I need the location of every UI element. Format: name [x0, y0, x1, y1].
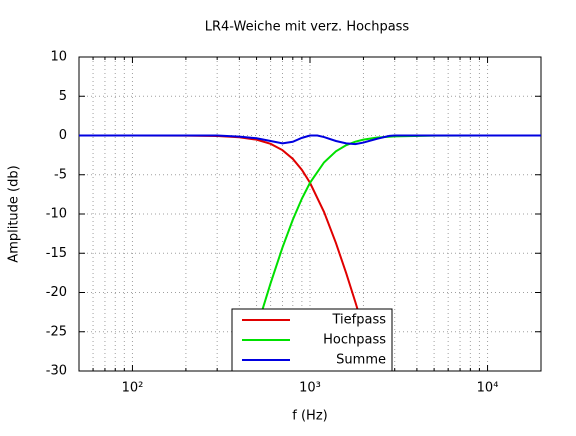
- legend-label: Summe: [336, 353, 386, 368]
- series-line: [79, 134, 541, 146]
- y-tick-label: 5: [59, 89, 67, 104]
- x-tick-label: 10³: [299, 381, 321, 396]
- y-tick-label: 10: [50, 50, 67, 65]
- y-tick-label: -10: [46, 207, 67, 222]
- x-axis-label: f (Hz): [292, 409, 327, 424]
- y-tick-label: 0: [59, 128, 67, 143]
- y-tick-label: -20: [46, 285, 67, 300]
- x-tick-label: 10⁴: [477, 381, 499, 396]
- plot-area: [79, 134, 541, 371]
- x-tick-label: 10²: [122, 381, 144, 396]
- y-tick-label: -15: [46, 246, 67, 261]
- y-tick-label: -5: [54, 167, 67, 182]
- y-axis-label: Amplitude (db): [7, 165, 22, 262]
- chart-title: LR4-Weiche mit verz. Hochpass: [205, 20, 410, 35]
- y-tick-label: -30: [46, 364, 67, 379]
- y-tick-label: -25: [46, 324, 67, 339]
- legend-label: Hochpass: [323, 333, 386, 348]
- legend-label: Tiefpass: [332, 313, 387, 328]
